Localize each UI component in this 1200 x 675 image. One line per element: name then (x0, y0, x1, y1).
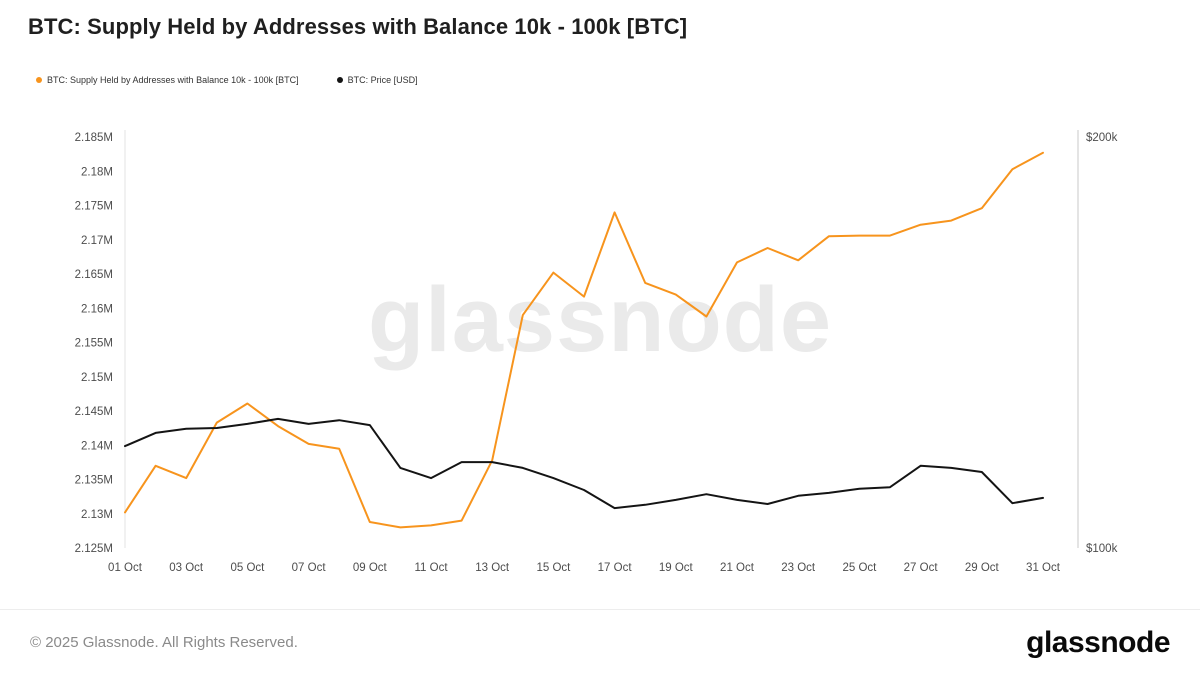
y-axis-tick-left: 2.155M (75, 338, 113, 350)
x-axis-tick: 07 Oct (292, 562, 327, 574)
y-axis-tick-right: $200k (1086, 132, 1118, 144)
chart-title: BTC: Supply Held by Addresses with Balan… (28, 14, 688, 39)
legend-label-price: BTC: Price [USD] (347, 75, 418, 85)
legend-item-price[interactable]: BTC: Price [USD] (336, 75, 418, 85)
legend-label-supply: BTC: Supply Held by Addresses with Balan… (47, 75, 299, 85)
series-line-price[interactable] (124, 417, 1044, 510)
x-axis-tick: 29 Oct (965, 562, 1000, 574)
y-axis-tick-left: 2.135M (75, 475, 113, 487)
x-axis-tick: 19 Oct (659, 562, 694, 574)
y-axis-tick-left: 2.185M (75, 132, 113, 144)
y-axis-tick-left: 2.15M (81, 372, 113, 384)
x-axis-tick: 21 Oct (720, 562, 755, 574)
x-axis-tick: 23 Oct (781, 562, 816, 574)
legend-item-supply[interactable]: BTC: Supply Held by Addresses with Balan… (36, 75, 299, 85)
x-axis-tick: 03 Oct (169, 562, 204, 574)
x-axis-tick: 11 Oct (414, 562, 448, 574)
chart-canvas[interactable]: 2.125M 2.13M 2.135M 2.14M 2.145M 2.15M 2.155M 2… (0, 0, 1200, 610)
chart-legend: BTC: Supply Held by Addresses with Balan… (36, 75, 418, 85)
legend-dot-supply-icon (36, 77, 42, 83)
x-axis-tick: 13 Oct (475, 562, 510, 574)
x-axis-tick: 17 Oct (598, 562, 633, 574)
y-axis-tick-left: 2.175M (75, 201, 113, 213)
copyright-text: © 2025 Glassnode. All Rights Reserved. (30, 634, 298, 651)
y-axis-tick-left: 2.16M (81, 303, 113, 315)
glassnode-logo: glassnode (1026, 625, 1170, 659)
x-axis-tick: 01 Oct (108, 562, 143, 574)
y-axis-tick-right: $100k (1086, 543, 1118, 555)
legend-dot-price-icon (336, 77, 343, 83)
y-axis-tick-left: 2.13M (81, 509, 113, 521)
y-axis-tick-left: 2.18M (81, 166, 113, 178)
y-axis-tick-left: 2.14M (81, 440, 113, 452)
x-axis-tick: 05 Oct (230, 562, 265, 574)
y-axis-tick-left: 2.125M (75, 543, 113, 555)
y-axis-tick-left: 2.165M (75, 269, 113, 281)
series-line-supply[interactable] (124, 151, 1044, 529)
x-axis-tick: 31 Oct (1026, 562, 1061, 574)
footer: © 2025 Glassnode. All Rights Reserved. g… (0, 609, 1200, 675)
y-axis-tick-left: 2.17M (81, 235, 113, 247)
chart-area[interactable]: glassnode 2.125M 2.13M 2.135M 2.14M 2.145M 2.… (0, 0, 1200, 610)
x-axis-tick: 25 Oct (842, 562, 877, 574)
x-axis-tick: 15 Oct (536, 562, 571, 574)
y-axis-tick-left: 2.145M (75, 406, 113, 418)
x-axis-tick: 09 Oct (353, 562, 388, 574)
x-axis-tick: 27 Oct (904, 562, 939, 574)
